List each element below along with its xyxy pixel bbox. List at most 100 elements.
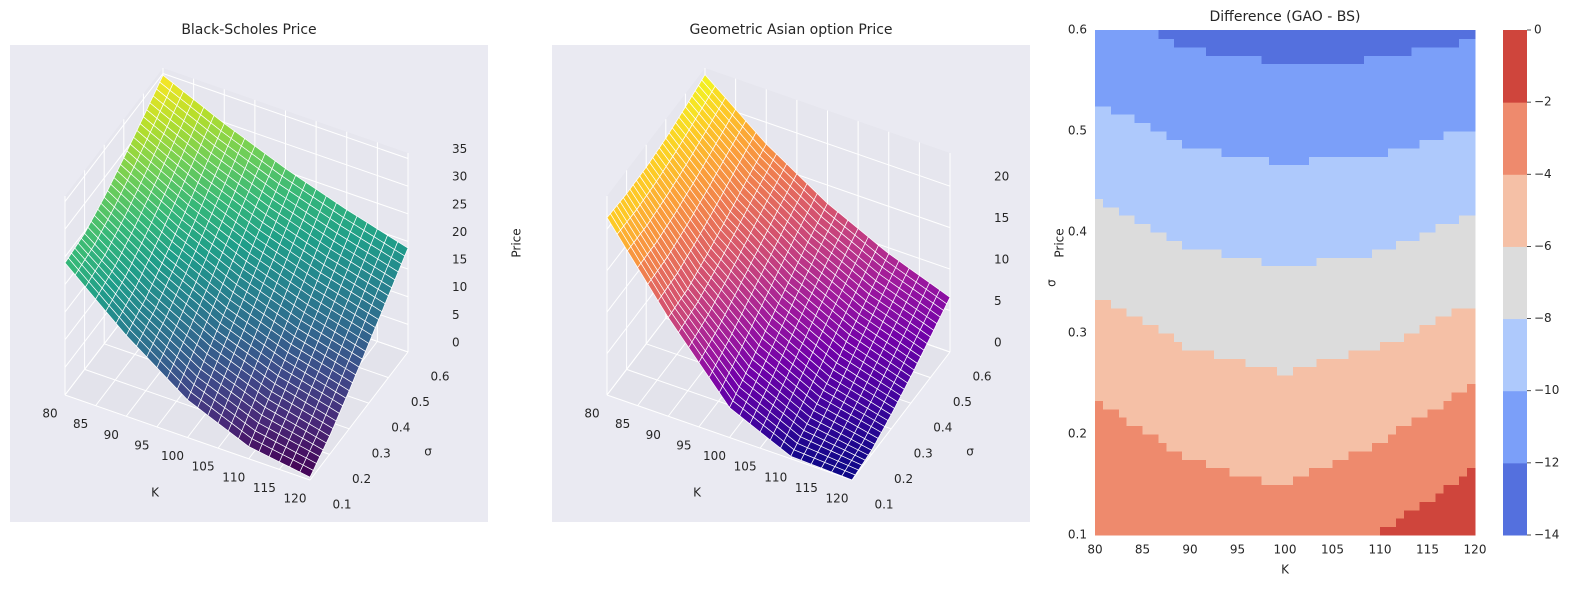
- contour-cell: [1253, 417, 1262, 427]
- contour-cell: [1443, 400, 1452, 410]
- contour-cell: [1324, 341, 1333, 351]
- contour-cell: [1205, 324, 1215, 334]
- contour-cell: [1356, 391, 1365, 401]
- contour-cell: [1166, 274, 1175, 283]
- contour-cell: [1411, 55, 1421, 65]
- contour-cell: [1190, 476, 1199, 485]
- contour-cell: [1467, 257, 1476, 267]
- contour-cell: [1237, 131, 1246, 140]
- contour-cell: [1451, 63, 1460, 73]
- contour-cell: [1451, 38, 1460, 48]
- contour-cell: [1300, 282, 1310, 292]
- contour-cell: [1372, 358, 1381, 368]
- contour-cell: [1467, 316, 1476, 326]
- contour-cell: [1095, 358, 1104, 368]
- contour-cell: [1205, 349, 1215, 359]
- contour-cell: [1095, 173, 1104, 182]
- contour-cell: [1118, 63, 1128, 73]
- contour-cell: [1205, 383, 1215, 393]
- contour-cell: [1213, 341, 1223, 351]
- contour-cell: [1316, 408, 1326, 418]
- contour-cell: [1285, 366, 1294, 376]
- contour-cell: [1285, 131, 1294, 140]
- contour-cell: [1102, 375, 1112, 384]
- contour-cell: [1261, 509, 1270, 519]
- contour-cell: [1277, 476, 1286, 485]
- contour-cell: [1387, 459, 1397, 469]
- contour-cell: [1142, 484, 1151, 494]
- contour-cell: [1221, 248, 1231, 258]
- contour-cell: [1332, 450, 1341, 460]
- contour-cell: [1443, 72, 1452, 81]
- contour-cell: [1372, 97, 1381, 107]
- contour-cell: [1174, 509, 1183, 519]
- contour-cell: [1332, 97, 1341, 107]
- contour-cell: [1467, 38, 1476, 48]
- contour-cell: [1142, 408, 1151, 418]
- contour-cell: [1269, 299, 1278, 309]
- contour-cell: [1142, 299, 1151, 309]
- contour-cell: [1332, 55, 1341, 65]
- contour-cell: [1300, 307, 1310, 317]
- contour-cell: [1419, 156, 1428, 166]
- contour-cell: [1150, 131, 1159, 140]
- contour-cell: [1142, 232, 1151, 241]
- contour-cell: [1324, 122, 1333, 132]
- x-tick-label: 90: [1182, 543, 1197, 557]
- contour-cell: [1095, 122, 1104, 132]
- contour-cell: [1229, 215, 1238, 225]
- contour-cell: [1253, 223, 1262, 233]
- contour-cell: [1253, 307, 1262, 317]
- contour-cell: [1403, 105, 1413, 115]
- contour-cell: [1324, 206, 1333, 216]
- contour-cell: [1356, 442, 1365, 452]
- contour-cell: [1419, 198, 1428, 208]
- contour-cell: [1174, 139, 1183, 149]
- contour-cell: [1277, 408, 1286, 418]
- contour-cell: [1332, 164, 1341, 174]
- contour-cell: [1443, 55, 1452, 65]
- contour-cell: [1269, 181, 1278, 191]
- contour-cell: [1356, 358, 1365, 368]
- contour-cell: [1427, 38, 1436, 48]
- contour-cell: [1213, 526, 1223, 536]
- contour-cell: [1221, 122, 1231, 132]
- contour-cell: [1142, 80, 1151, 90]
- contour-cell: [1095, 333, 1104, 342]
- contour-cell: [1126, 147, 1136, 157]
- contour-cell: [1340, 349, 1349, 359]
- contour-cell: [1182, 38, 1191, 48]
- contour-cell: [1387, 46, 1397, 56]
- contour-cell: [1419, 358, 1428, 368]
- contour-cell: [1237, 492, 1246, 502]
- contour-cell: [1237, 248, 1246, 258]
- contour-cell: [1221, 114, 1231, 124]
- contour-cell: [1308, 114, 1318, 124]
- contour-cell: [1403, 240, 1413, 250]
- contour-cell: [1205, 274, 1215, 283]
- contour-cell: [1435, 383, 1444, 393]
- contour-cell: [1245, 114, 1254, 124]
- contour-cell: [1332, 383, 1341, 393]
- contour-cell: [1419, 72, 1428, 81]
- contour-cell: [1261, 341, 1270, 351]
- contour-cell: [1229, 358, 1238, 368]
- contour-cell: [1110, 341, 1120, 351]
- contour-cell: [1150, 358, 1159, 368]
- contour-cell: [1166, 383, 1175, 393]
- contour-cell: [1387, 55, 1397, 65]
- contour-cell: [1380, 248, 1389, 258]
- contour-cell: [1150, 408, 1159, 418]
- contour-cell: [1451, 240, 1460, 250]
- contour-cell: [1419, 509, 1428, 519]
- contour-cell: [1213, 274, 1223, 283]
- contour-cell: [1277, 299, 1286, 309]
- contour-cell: [1364, 257, 1373, 267]
- contour-cell: [1158, 139, 1167, 149]
- contour-cell: [1285, 450, 1294, 460]
- contour-cell: [1340, 206, 1349, 216]
- contour-cell: [1427, 383, 1436, 393]
- contour-cell: [1340, 358, 1349, 368]
- contour-cell: [1316, 223, 1326, 233]
- contour-cell: [1237, 450, 1246, 460]
